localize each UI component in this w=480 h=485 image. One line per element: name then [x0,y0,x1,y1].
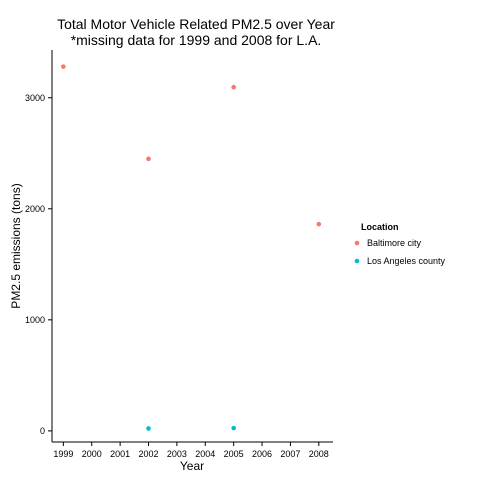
legend: Location Baltimore city Los Angeles count… [354,222,446,266]
x-tick-label: 2003 [167,449,187,459]
data-point [231,84,236,90]
data-point [146,426,151,431]
data-point [316,221,322,227]
y-tick-label: 0 [40,426,45,436]
chart-subtitle: *missing data for 1999 and 2008 for L.A. [71,32,322,48]
x-axis-label: Year [180,459,204,473]
x-tick-label: 2008 [309,449,329,459]
y-tick-label: 2000 [25,204,45,214]
x-tick-label: 2002 [138,449,158,459]
x-tick-label: 1999 [53,449,73,459]
x-tick-label: 2004 [195,449,215,459]
chart-title: Total Motor Vehicle Related PM2.5 over Y… [57,16,335,32]
y-tick-label: 3000 [25,93,45,103]
x-tick-label: 2000 [82,449,102,459]
data-point [61,64,66,69]
plot-area: 1999 2000 2001 2002 2003 2004 2005 2006 2007 2008… [25,50,333,459]
data-point [146,156,151,162]
data-point [231,425,236,431]
y-axis-label: PM2.5 emissions (tons) [9,183,23,308]
legend-label: Los Angeles county [367,256,446,266]
y-tick-label: 1000 [25,315,45,325]
legend-key [354,240,360,246]
x-tick-label: 2005 [224,449,244,459]
legend-label: Baltimore city [367,238,422,248]
x-tick-label: 2001 [110,449,130,459]
legend-title: Location [361,222,399,232]
x-tick-label: 2006 [252,449,272,459]
x-tick-label: 2007 [280,449,300,459]
legend-key [354,258,360,264]
